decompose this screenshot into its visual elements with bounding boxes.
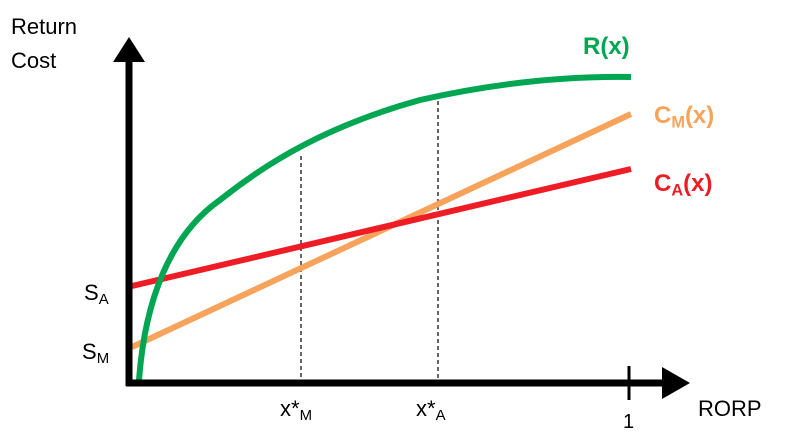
x-tick-one-label: 1 [623, 411, 635, 433]
x-axis-title: RORP [698, 396, 762, 421]
x-axis-arrowhead [662, 367, 690, 399]
y-axis-title-return: Return [11, 14, 78, 39]
cost-m-label: CM(x) [654, 102, 715, 132]
y-tick-s-a: SA [84, 280, 109, 309]
y-tick-s-m: SM [82, 339, 110, 368]
x-tick-x-star-m: x*M [280, 396, 313, 425]
x-tick-x-star-a: x*A [416, 396, 446, 425]
cost-a-line [131, 166, 632, 289]
y-axis-arrowhead [113, 37, 145, 62]
return-curve [136, 73, 632, 381]
y-axis-title-cost: Cost [11, 48, 57, 73]
cost-a-label: CA(x) [654, 170, 713, 200]
return-curve-label: R(x) [583, 33, 630, 60]
